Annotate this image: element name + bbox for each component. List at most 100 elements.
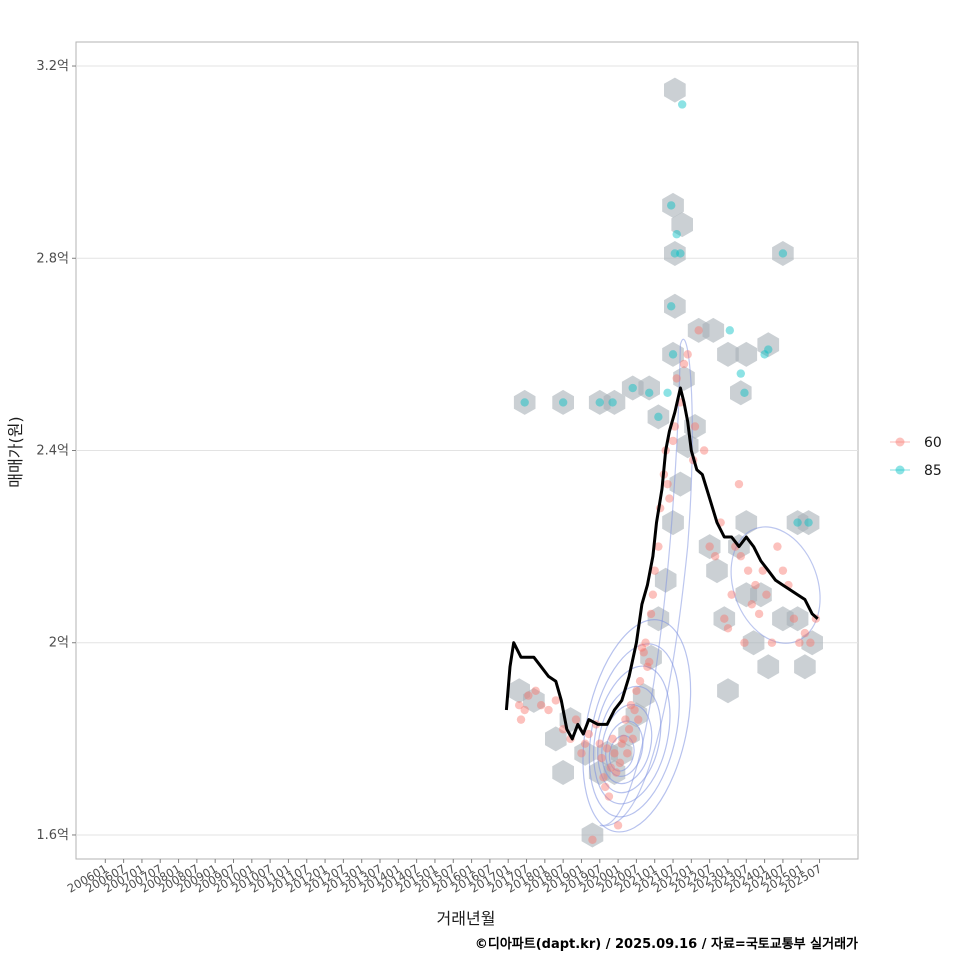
data-point-60 [705,542,714,551]
density-contour [597,685,662,794]
hexbin-cell [794,654,816,680]
hexbin-cell [581,822,604,848]
legend-key-85 [895,465,905,475]
hexbin-cell [662,510,684,536]
hexbin-cell [654,567,677,593]
hexbin-cell [552,389,574,415]
caption: ©디아파트(dapt.kr) / 2025.09.16 / 자료=국토교통부 실… [475,936,858,952]
data-point-60 [584,729,593,739]
hexbin-cell [757,332,780,358]
data-point-60 [639,648,648,657]
data-point-60 [740,638,749,647]
hexbin-cell [610,740,633,766]
data-point-60 [632,686,641,695]
data-point-60 [690,422,700,431]
data-point-85 [654,412,663,422]
data-point-60 [762,590,771,599]
hexbin-cell [797,510,820,536]
hexbin-cell [730,380,752,406]
data-point-60 [619,734,628,744]
data-point-60 [624,725,634,734]
y-axis: 1.6억 2억 2.4억 2.8억 3.2억 [36,59,76,843]
x-axis-title: 거래년월 [437,909,496,928]
legend-label-85: 85 [924,463,942,479]
hexbin-cell [735,341,758,367]
data-point-85 [663,388,672,398]
data-point-60 [683,350,692,359]
data-point-60 [645,657,654,667]
data-point-60 [743,566,753,575]
density-contour [608,734,635,772]
data-point-85 [520,398,529,407]
hexbin-cell [545,726,567,752]
data-point-60 [610,749,619,758]
data-point-60 [646,609,656,619]
hexbin-cell [523,687,545,713]
data-point-60 [520,705,529,715]
hexbin-cell [603,760,626,785]
data-point-60 [789,614,799,623]
hexbin-cell [632,683,655,709]
density-contour [601,704,653,785]
data-point-60 [806,638,815,647]
hexbin-cell [647,404,670,430]
data-point-85 [666,302,676,311]
data-point-85 [725,326,735,335]
data-point-60 [551,696,561,705]
legend-label-60: 60 [924,435,942,451]
data-point-60 [641,638,650,647]
data-point-60 [588,835,597,844]
data-point-85 [672,230,681,239]
data-point-60 [613,821,623,830]
data-point-60 [630,705,639,715]
data-point-60 [795,638,804,647]
hexbin-cell [673,365,695,391]
legend: 60 85 [890,435,942,479]
data-point-85 [558,398,568,407]
hexbin-cell [513,389,536,415]
data-point-60 [650,566,659,575]
hexbin-cell [618,721,640,747]
data-point-85 [804,518,813,527]
density-contour [593,665,671,805]
data-point-60 [773,542,782,551]
data-point-60 [734,479,744,489]
data-point-60 [599,773,608,782]
y-axis-title: 매매가(원) [6,416,25,487]
data-point-60 [580,739,590,748]
legend-key-60 [895,437,905,447]
data-point-60 [747,600,756,609]
data-point-60 [623,749,632,758]
data-point-60 [778,566,788,575]
data-point-60 [604,792,614,801]
data-point-60 [601,782,610,792]
data-point-60 [694,326,703,335]
data-point-85 [760,350,769,359]
moving-average-line [504,386,819,741]
data-point-60 [531,686,540,695]
plot-panel [75,41,859,860]
data-point-60 [654,542,663,551]
data-point-60 [602,744,612,753]
data-point-85 [793,518,802,527]
data-point-60 [679,359,689,369]
data-point-85 [740,388,749,398]
hexbin-cell [621,375,644,401]
data-point-60 [621,715,630,724]
hexbin-cell [702,317,725,343]
data-point-60 [668,436,678,446]
data-point-60 [672,374,681,383]
data-point-60 [754,609,764,619]
data-point-60 [606,763,615,772]
data-point-60 [643,662,652,671]
moving-average-layer [504,386,819,741]
hexbin-cell [664,293,686,319]
hexbin-cell [735,510,758,536]
data-point-60 [723,624,733,633]
data-point-60 [514,701,524,710]
hexbin-layer [508,77,823,848]
hexbin-cell [638,375,660,401]
data-point-60 [626,701,636,710]
y-tick-label: 2.4억 [36,444,69,459]
